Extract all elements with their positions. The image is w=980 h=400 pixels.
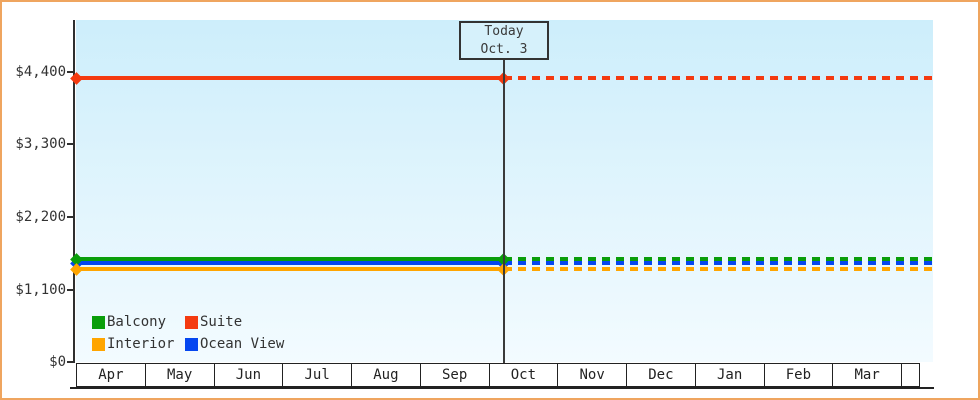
interior-line-solid: [76, 267, 504, 271]
month-cell-jul: Jul: [282, 363, 352, 387]
suite-line-solid: [76, 76, 504, 80]
interior-swatch-icon: [92, 337, 105, 351]
y-tick-mark: [67, 361, 74, 363]
month-cell-apr: Apr: [76, 363, 146, 387]
y-tick-label: $2,200: [15, 209, 66, 225]
balcony-line-dashed: [504, 257, 933, 261]
legend-label: Balcony: [107, 314, 167, 330]
x-axis-bottom-line: [70, 387, 934, 389]
month-cell-may: May: [144, 363, 215, 387]
month-cell-oct: Oct: [488, 363, 559, 387]
legend-label: Suite: [200, 314, 243, 330]
legend-item-interior: Interior: [92, 336, 185, 352]
y-tick-mark: [67, 216, 74, 218]
balcony-line-solid: [76, 257, 504, 261]
today-annotation-box: Today Oct. 3: [459, 21, 549, 60]
suite-line-dashed: [504, 76, 933, 80]
today-vertical-line: [503, 59, 505, 387]
legend-label: Ocean View: [200, 336, 285, 352]
today-date: Oct. 3: [480, 42, 528, 57]
month-cell-aug: Aug: [351, 363, 421, 387]
legend-item-balcony: Balcony: [92, 314, 185, 330]
ocean-view-line-dashed: [504, 261, 933, 265]
month-cell-nov: Nov: [557, 363, 627, 387]
y-tick-mark: [67, 289, 74, 291]
y-tick-label: $1,100: [15, 282, 66, 298]
y-tick-mark: [67, 143, 74, 145]
month-cell-jan: Jan: [694, 363, 765, 387]
month-cell-dec: Dec: [626, 363, 696, 387]
today-label: Today: [484, 24, 524, 39]
month-cell-feb: Feb: [763, 363, 834, 387]
month-cell-sep: Sep: [419, 363, 490, 387]
suite-swatch-icon: [185, 315, 198, 329]
y-tick-label: $3,300: [15, 136, 66, 152]
legend-label: Interior: [107, 336, 175, 352]
ocean-view-swatch-icon: [185, 337, 198, 351]
month-axis: Apr May Jun Jul Aug Sep Oct Nov Dec Jan …: [76, 363, 920, 387]
y-tick-mark: [67, 71, 74, 73]
month-cell-empty: [901, 363, 920, 387]
legend-item-suite: Suite: [185, 314, 284, 330]
balcony-swatch-icon: [92, 315, 105, 329]
y-tick-label: $0: [49, 354, 66, 370]
legend-item-ocean-view: Ocean View: [185, 336, 284, 352]
y-axis-line: [73, 20, 75, 363]
y-tick-label: $4,400: [15, 64, 66, 80]
month-cell-jun: Jun: [213, 363, 284, 387]
month-cell-mar: Mar: [832, 363, 902, 387]
interior-line-dashed: [504, 267, 933, 271]
legend: Balcony Suite Interior Ocean View: [92, 314, 284, 352]
ocean-view-line-solid: [76, 261, 504, 265]
